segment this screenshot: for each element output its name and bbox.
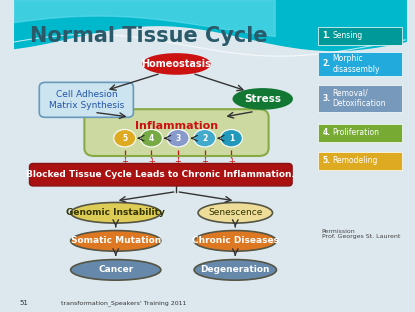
Text: 5.: 5. xyxy=(322,156,330,165)
Text: Senescence: Senescence xyxy=(208,208,262,217)
Text: 51: 51 xyxy=(20,300,29,306)
Ellipse shape xyxy=(143,54,210,74)
Circle shape xyxy=(220,129,242,147)
Text: Homeostasis: Homeostasis xyxy=(142,59,211,69)
Text: Somatic Mutation: Somatic Mutation xyxy=(71,236,161,245)
Text: Removal/
Detoxification: Removal/ Detoxification xyxy=(332,89,386,108)
FancyBboxPatch shape xyxy=(317,124,402,142)
Ellipse shape xyxy=(233,89,292,109)
Text: 3.: 3. xyxy=(322,94,330,103)
FancyBboxPatch shape xyxy=(317,85,402,111)
Text: Sensing: Sensing xyxy=(332,32,363,40)
Text: Morphic
disassembly: Morphic disassembly xyxy=(332,54,380,74)
Text: Inflammation: Inflammation xyxy=(135,121,218,131)
Text: Genomic Instability: Genomic Instability xyxy=(66,208,165,217)
Circle shape xyxy=(114,129,136,147)
FancyBboxPatch shape xyxy=(39,82,133,117)
FancyBboxPatch shape xyxy=(317,27,402,45)
Text: +: + xyxy=(228,157,235,166)
Ellipse shape xyxy=(194,231,276,251)
Text: 2.: 2. xyxy=(322,60,330,68)
Text: +: + xyxy=(175,157,181,166)
Circle shape xyxy=(167,129,189,147)
Text: 4.: 4. xyxy=(322,128,330,137)
Text: Remodeling: Remodeling xyxy=(332,156,378,165)
FancyBboxPatch shape xyxy=(317,152,402,170)
Text: Cell Adhesion
Matrix Synthesis: Cell Adhesion Matrix Synthesis xyxy=(49,90,124,110)
Text: 5: 5 xyxy=(122,134,127,143)
Text: Blocked Tissue Cycle Leads to Chronic Inflammation.: Blocked Tissue Cycle Leads to Chronic In… xyxy=(27,170,295,179)
Text: Chronic Diseases: Chronic Diseases xyxy=(192,236,279,245)
Text: Proliferation: Proliferation xyxy=(332,128,379,137)
Ellipse shape xyxy=(71,202,161,223)
Circle shape xyxy=(194,129,216,147)
FancyBboxPatch shape xyxy=(317,52,402,76)
Ellipse shape xyxy=(71,231,161,251)
Text: 1.: 1. xyxy=(322,32,330,40)
FancyBboxPatch shape xyxy=(29,163,292,186)
Ellipse shape xyxy=(198,202,273,223)
Text: Permission
Prof. Georges St. Laurent: Permission Prof. Georges St. Laurent xyxy=(322,229,400,239)
Text: +: + xyxy=(148,157,155,166)
Text: Degeneration: Degeneration xyxy=(200,266,270,274)
Circle shape xyxy=(140,129,162,147)
Text: +: + xyxy=(201,157,208,166)
Text: 3: 3 xyxy=(176,134,181,143)
Text: +: + xyxy=(121,157,128,166)
Text: transformation_Speakers' Training 2011: transformation_Speakers' Training 2011 xyxy=(61,301,186,306)
Text: 2: 2 xyxy=(202,134,208,143)
Text: 1: 1 xyxy=(229,134,234,143)
FancyBboxPatch shape xyxy=(84,109,269,156)
Text: Stress: Stress xyxy=(244,94,281,104)
Text: Normal Tissue Cycle: Normal Tissue Cycle xyxy=(29,26,267,46)
Ellipse shape xyxy=(71,260,161,280)
Text: Cancer: Cancer xyxy=(98,266,133,274)
Ellipse shape xyxy=(194,260,276,280)
Text: 4: 4 xyxy=(149,134,154,143)
